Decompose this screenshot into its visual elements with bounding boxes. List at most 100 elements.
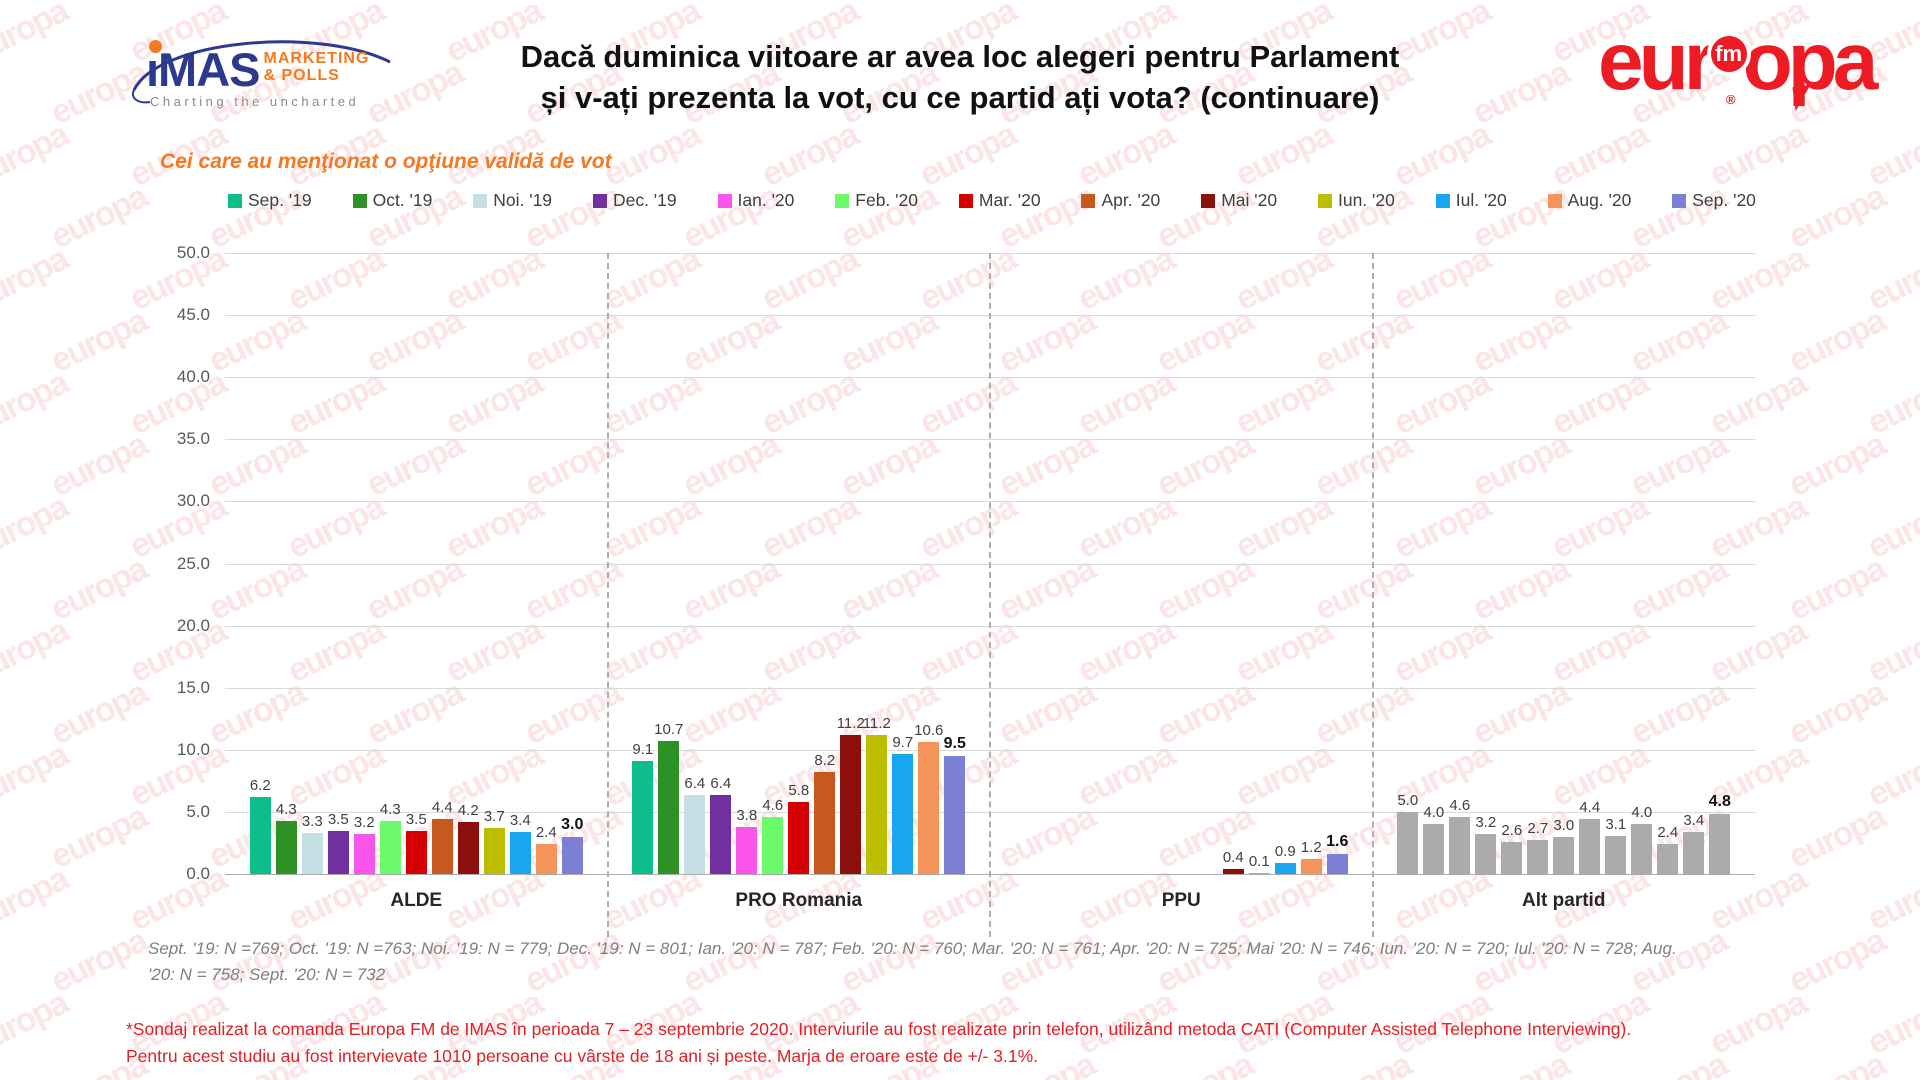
legend-swatch-icon [835, 193, 850, 208]
bar: 3.3 [301, 813, 323, 874]
y-axis-tick-label: 5.0 [186, 801, 210, 821]
legend-swatch-icon [1547, 193, 1562, 208]
bar-value-label: 3.2 [1475, 814, 1497, 832]
bar: 3.5 [405, 811, 427, 874]
bar-value-label: 3.7 [483, 808, 505, 826]
bar: 2.7 [1527, 820, 1549, 874]
bar: 4.6 [1449, 797, 1471, 874]
legend-swatch-icon [1201, 193, 1216, 208]
imas-orange-dot-icon [149, 40, 162, 53]
bar: 3.4 [1683, 812, 1705, 874]
legend-item: Apr. '20 [1081, 190, 1160, 211]
bar: 11.2 [863, 715, 891, 874]
page-title-line2: și v-ați prezenta la vot, cu ce partid a… [540, 80, 1380, 115]
chart-subtitle: Cei care au menţionat o opţiune validă d… [160, 150, 612, 173]
bar: 3.0 [1553, 817, 1575, 874]
legend-item: Mar. '20 [958, 190, 1041, 211]
bar: 4.4 [1579, 799, 1601, 874]
bar-value-label: 5.0 [1397, 791, 1419, 809]
legend-item: Iun. '20 [1317, 190, 1395, 211]
bar-value-label: 3.3 [301, 813, 323, 831]
bar-chart: 0.0 5.0 10.0 15.0 20.0 25.0 30.0 35.0 40.0 45.0 50… [177, 243, 1756, 937]
bar: 0.1 [1248, 853, 1270, 874]
bar: 4.2 [457, 802, 479, 874]
europa-fm-logo: eur fm opa ® [1598, 21, 1908, 114]
bar-value-label: 3.5 [405, 810, 427, 828]
y-axis-tick-label: 35.0 [176, 429, 210, 449]
legend-swatch-icon [1672, 193, 1687, 208]
bar-group-alde: 6.2 4.3 3.3 3.5 3.2 4.3 3.5 4.4 4.2 3.7 3.4 2.4 3.0 [225, 253, 608, 874]
y-axis-tick-label: 25.0 [176, 553, 210, 573]
bar: 10.6 [914, 722, 943, 874]
bar: 2.6 [1501, 822, 1523, 874]
legend-swatch-icon [352, 193, 367, 208]
bar: 0.9 [1274, 843, 1296, 874]
bar-value-label: 2.4 [535, 824, 557, 842]
bar: 1.6 [1326, 833, 1348, 874]
bar: 2.4 [535, 824, 557, 874]
bar-value-label: 11.2 [862, 714, 891, 732]
bar: 10.7 [654, 721, 683, 874]
bar: 9.1 [632, 741, 654, 874]
legend-label: Oct. '19 [372, 190, 433, 210]
bar-group-alt-partid: 5.0 4.0 4.6 3.2 2.6 2.7 3.0 4.4 3.1 4.0 2.4 3.4 4.8 [1373, 253, 1756, 874]
bar: 11.2 [837, 715, 865, 874]
bar-value-label: 2.4 [1657, 824, 1679, 842]
bar-value-label: 8.2 [814, 752, 836, 770]
legend-label: Aug. '20 [1567, 190, 1632, 210]
x-axis-category-label: ALDE [390, 890, 443, 911]
legend-item: Aug. '20 [1547, 190, 1632, 211]
bar: 1.2 [1300, 839, 1322, 874]
legend-label: Iul. '20 [1455, 190, 1507, 210]
bar-value-label: 11.2 [836, 714, 865, 732]
legend-item: Oct. '19 [352, 190, 433, 211]
bar-value-label: 4.6 [1449, 796, 1471, 814]
imas-polls-text: & POLLS [263, 67, 340, 84]
y-axis-tick-label: 20.0 [176, 615, 210, 635]
bar-value-label: 0.1 [1248, 852, 1270, 870]
bar-value-label: 4.3 [379, 800, 401, 818]
imas-swoosh-arc [132, 40, 391, 104]
bar-value-label: 0.9 [1274, 842, 1296, 860]
bar: 9.7 [892, 734, 914, 874]
bar-value-label: 2.6 [1501, 821, 1523, 839]
x-axis-category-label: PRO Romania [735, 890, 863, 911]
imas-wordmark: ıMAS [146, 40, 260, 93]
legend-label: Ian. '20 [737, 190, 795, 210]
bar-value-label: 3.1 [1605, 815, 1627, 833]
bar: 3.2 [1475, 814, 1497, 874]
x-axis-category-label: Alt partid [1522, 890, 1606, 911]
bar-group-ppu: 0.4 0.1 0.9 1.2 1.6 [990, 253, 1373, 874]
y-axis-tick-label: 10.0 [176, 739, 210, 759]
legend-item: Feb. '20 [835, 190, 918, 211]
bar: 3.5 [327, 811, 349, 874]
group-separator-line [1371, 253, 1374, 937]
bar: 6.2 [249, 777, 271, 874]
legend-swatch-icon [592, 193, 607, 208]
legend-item: Sep. '20 [1672, 190, 1756, 211]
bar: 4.0 [1631, 804, 1653, 874]
bar: 0.4 [1222, 849, 1244, 874]
legend-label: Mar. '20 [978, 190, 1041, 210]
legend-item: Sep. '19 [228, 190, 312, 211]
bar-value-label: 3.5 [327, 810, 349, 828]
sample-size-footnote: Sept. '19: N =769; Oct. '19: N =763; Noi… [148, 939, 1677, 984]
legend-label: Apr. '20 [1101, 190, 1161, 210]
bar-value-label: 9.7 [892, 733, 914, 751]
bar: 5.8 [788, 782, 810, 874]
bar: 3.4 [509, 812, 531, 874]
bar: 8.2 [814, 752, 836, 874]
legend-item: Iul. '20 [1435, 190, 1507, 211]
legend-item: Dec. '19 [592, 190, 677, 211]
bar-value-label: 9.1 [632, 740, 654, 758]
bar: 4.4 [431, 799, 453, 874]
bar-value-label: 2.7 [1527, 820, 1549, 838]
bar-value-label: 10.7 [654, 721, 684, 739]
bar: 3.0 [561, 816, 583, 874]
group-separator-line [989, 253, 991, 937]
legend-label: Dec. '19 [612, 190, 677, 210]
bar: 3.8 [736, 807, 758, 874]
bar: 9.5 [944, 735, 966, 874]
bar-value-label: 10.6 [914, 722, 944, 740]
legend-swatch-icon [717, 193, 732, 208]
